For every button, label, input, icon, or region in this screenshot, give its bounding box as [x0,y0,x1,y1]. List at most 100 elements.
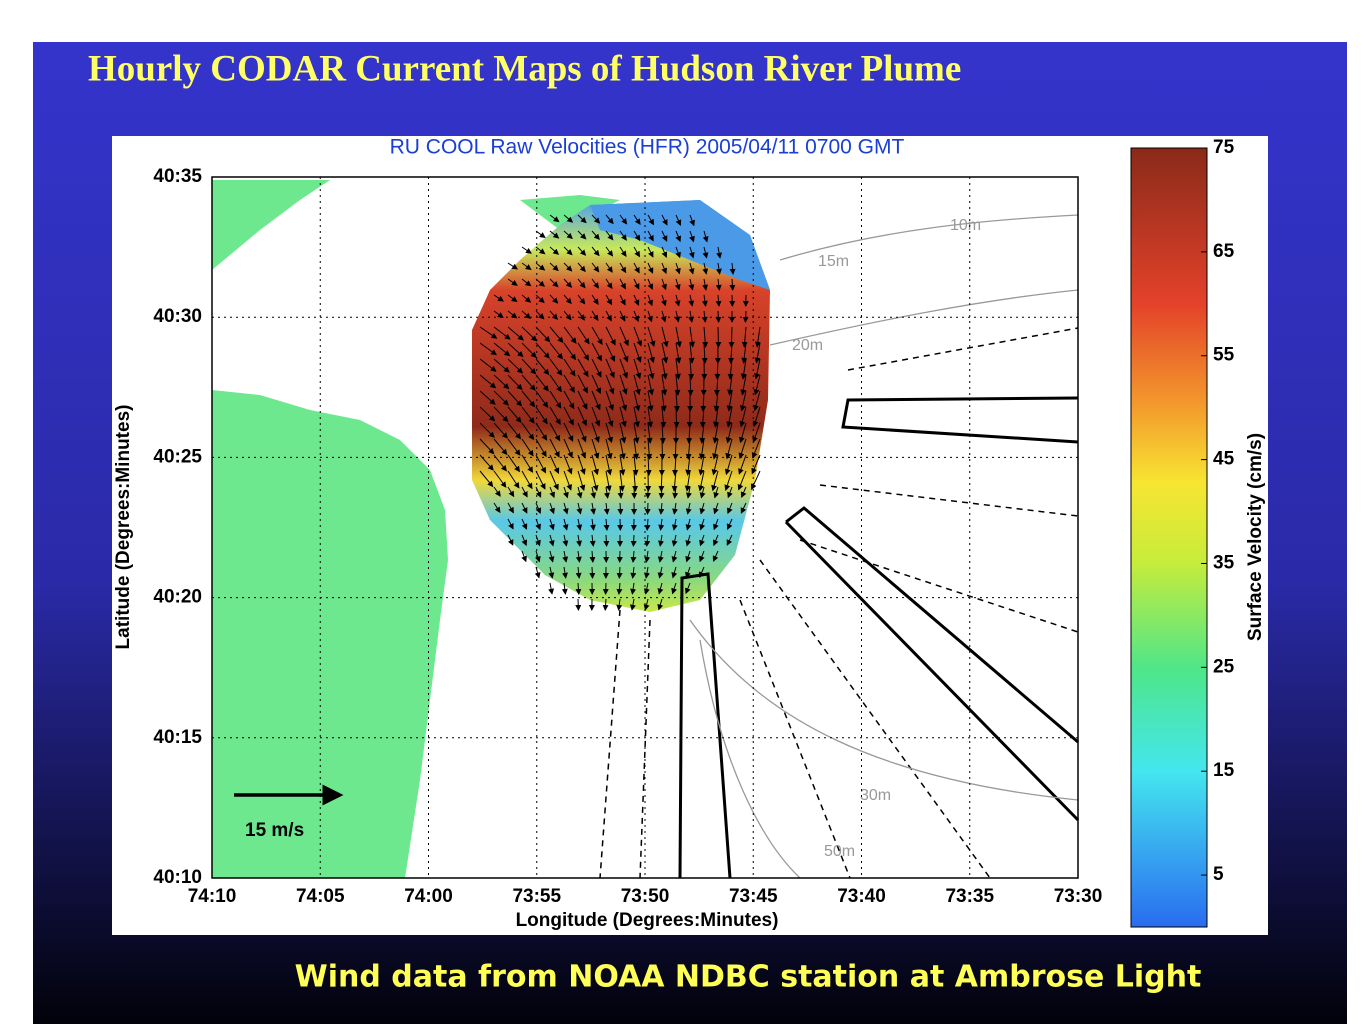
vector [575,582,582,595]
vector [591,326,603,346]
depth-contours [689,214,1079,879]
vector [521,422,535,441]
vector [605,454,613,476]
vector [535,262,546,271]
vector [660,294,667,307]
vector [660,310,667,323]
vector [711,470,719,492]
vector [577,214,587,224]
vector [674,278,681,291]
vector [688,278,695,291]
contour-label: 30m [860,787,891,804]
vector [563,214,574,223]
vector [535,438,547,458]
vector [752,422,761,443]
vector [549,374,562,393]
x-tick-label: 73:55 [512,886,561,907]
vector [577,246,587,256]
vector [577,374,588,394]
y-axis-label: Latitude (Degrees:Minutes) [113,405,134,650]
vector [671,534,678,547]
vector [507,294,518,303]
vector [549,342,563,360]
vector [633,326,643,347]
vector [618,470,625,492]
vector [661,230,668,242]
vector [534,550,541,563]
vector [605,278,613,290]
vector [563,358,576,377]
vector [633,246,640,258]
vector [591,438,600,460]
land [212,180,330,270]
vector [577,294,586,305]
vector [605,374,615,395]
vector [562,502,569,515]
vector [577,390,588,410]
vector [685,486,692,499]
vector [619,246,627,258]
vector [647,358,655,380]
vector [521,486,528,498]
vector [685,566,691,579]
vector [562,518,569,531]
land [212,390,448,878]
vector [479,438,495,455]
vector [645,454,652,476]
vector [549,326,564,344]
vector [535,358,550,376]
vector [633,262,640,274]
y-tick-label: 40:20 [153,587,202,608]
vector [633,230,641,242]
vector [675,326,682,348]
vector [713,406,719,428]
vector [646,438,653,460]
vector [549,438,560,458]
vector [549,214,560,223]
vector [493,422,508,439]
vector [688,294,695,307]
vector [605,294,613,306]
vector [479,374,497,389]
vector [671,582,677,595]
vector [741,342,748,364]
vector [507,262,519,270]
y-tick-label: 40:15 [153,727,202,748]
vector [563,342,577,361]
vector [658,502,665,515]
vector [712,422,719,444]
vector [633,438,640,460]
vector [591,310,599,322]
colorbar [1130,147,1208,928]
vector [752,406,761,428]
vector [507,358,524,374]
vector [688,358,695,380]
vector [535,486,542,498]
vector [493,342,511,357]
vector [549,246,560,255]
vector [605,342,616,362]
vector [493,374,510,390]
x-tick-label: 74:10 [188,886,237,907]
vector [629,598,636,611]
vector [521,502,528,514]
vector [616,582,623,595]
vector [685,534,692,547]
vector [591,230,600,241]
vector [605,406,614,427]
vector [549,502,555,515]
vector [563,278,573,288]
vector [633,358,642,380]
vector [699,502,706,515]
vector [561,566,568,579]
vector [549,486,555,499]
vector [563,390,575,410]
vector [602,598,609,611]
vector [685,502,692,515]
vector [535,406,548,425]
vector [647,294,653,307]
vector [493,406,509,423]
y-tick-label: 40:35 [153,166,202,187]
vector [643,582,650,595]
vector [619,406,627,428]
